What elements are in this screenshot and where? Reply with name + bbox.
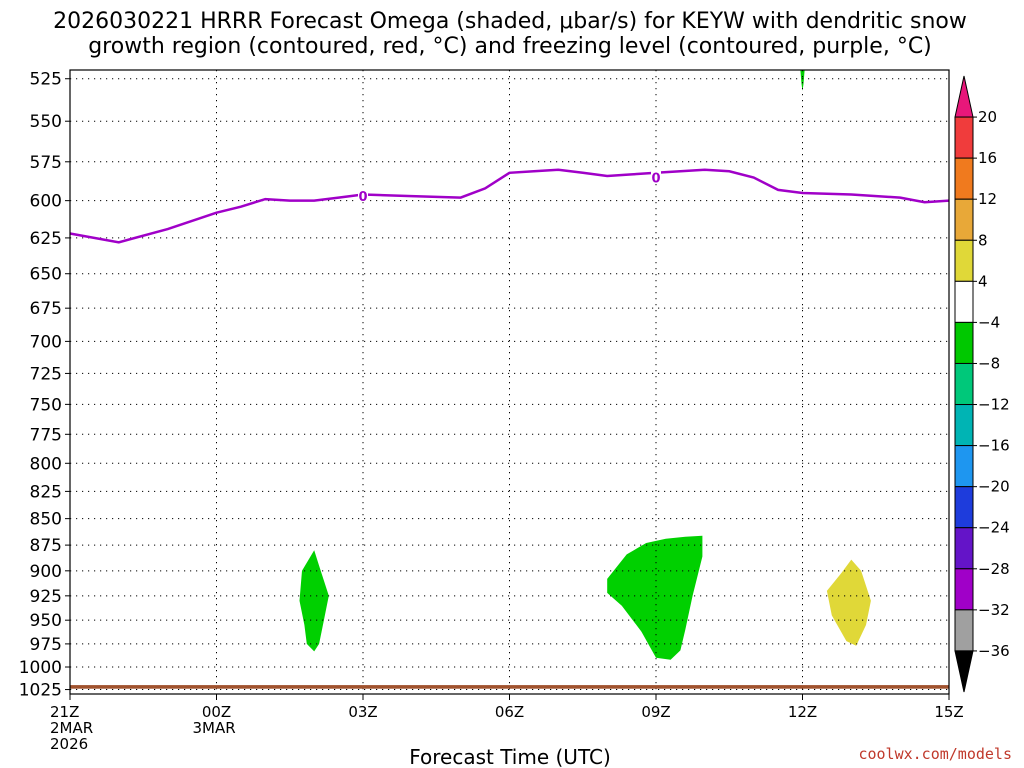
colorbar-label--12: −12 — [978, 396, 1010, 414]
omega-region-green-blob-0230 — [299, 550, 329, 652]
omega-region-green-blob-0900 — [607, 535, 703, 660]
y-tick-label-800: 800 — [30, 454, 62, 474]
colorbar-label--28: −28 — [978, 560, 1010, 578]
freezing-level-contour: 00 — [69, 168, 950, 244]
colorbar-label--20: −20 — [978, 478, 1010, 496]
colorbar-label--16: −16 — [978, 437, 1010, 455]
grid-lines — [69, 70, 950, 694]
colorbar-label--8: −8 — [978, 354, 1000, 372]
colorbar-label-16: 16 — [978, 149, 997, 167]
y-axis: 525 550 575 600 625 650 675 700 725 750 775 800 825 8… — [19, 70, 70, 701]
y-tick-label-750: 750 — [30, 395, 62, 415]
y-tick-label-950: 950 — [30, 611, 62, 631]
colorbar-box-9 — [954, 445, 974, 488]
x-tick-label-09Z-0: 09Z — [641, 703, 670, 721]
colorbar-label--36: −36 — [978, 642, 1010, 660]
freezing-level-label-1: 0 — [651, 172, 660, 187]
x-axis-label: Forecast Time (UTC) — [409, 745, 611, 768]
x-tick-label-12Z-0: 12Z — [788, 703, 817, 721]
y-tick-label-575: 575 — [30, 153, 62, 173]
credit-text: coolwx.com/models — [858, 745, 1012, 763]
colorbar-bottom-triangle — [954, 650, 974, 693]
x-tick-label-21Z-1: 2MAR — [50, 719, 93, 737]
chart-title-line-2: growth region (contoured, red, °C) and f… — [88, 34, 932, 59]
freezing-level-line — [69, 168, 950, 244]
y-tick-label-625: 625 — [30, 229, 62, 249]
y-tick-label-925: 925 — [30, 587, 62, 607]
colorbar-box-13 — [954, 609, 974, 652]
colorbar-box-3 — [954, 198, 974, 241]
y-tick-label-700: 700 — [30, 332, 62, 352]
ground-bar — [70, 685, 949, 689]
y-tick-label-1000: 1000 — [19, 658, 62, 678]
y-tick-label-875: 875 — [30, 536, 62, 556]
colorbar-box-4 — [954, 239, 974, 282]
colorbar-box-12 — [954, 568, 974, 611]
x-tick-label-06Z-0: 06Z — [495, 703, 524, 721]
freezing-level-label-0: 0 — [358, 190, 367, 205]
y-tick-label-550: 550 — [30, 112, 62, 132]
colorbar-box-5 — [954, 280, 974, 323]
omega-colorbar: 20 16 12 8 4 −4 −8 −12 −16 −20 −24 −28 −32 −36 — [954, 75, 1010, 693]
colorbar-label-20: 20 — [978, 108, 997, 126]
x-tick-label-00Z-0: 00Z — [202, 703, 231, 721]
y-tick-label-650: 650 — [30, 265, 62, 285]
x-tick-label-21Z-2: 2026 — [50, 735, 88, 753]
omega-shaded-regions — [299, 70, 871, 660]
colorbar-top-triangle — [954, 75, 974, 118]
x-tick-label-03Z-0: 03Z — [348, 703, 377, 721]
colorbar-label--4: −4 — [978, 313, 1000, 331]
colorbar-label-4: 4 — [978, 272, 988, 290]
colorbar-label-12: 12 — [978, 190, 997, 208]
y-tick-label-1025: 1025 — [19, 681, 62, 701]
x-tick-label-00Z-1: 3MAR — [193, 719, 236, 737]
colorbar-box-2 — [954, 157, 974, 200]
chart-title: 2026030221 HRRR Forecast Omega (shaded, … — [53, 9, 967, 59]
y-tick-label-850: 850 — [30, 510, 62, 530]
y-tick-label-600: 600 — [30, 192, 62, 212]
y-tick-label-825: 825 — [30, 482, 62, 502]
colorbar-label--32: −32 — [978, 601, 1010, 619]
colorbar-box-6 — [954, 321, 974, 364]
y-tick-label-975: 975 — [30, 635, 62, 655]
omega-region-yellow-blob-1300 — [826, 559, 871, 646]
colorbar-box-1 — [954, 116, 974, 159]
colorbar-box-7 — [954, 362, 974, 406]
y-tick-label-725: 725 — [30, 364, 62, 384]
omega-region-green-tip-1200 — [800, 70, 805, 91]
colorbar-label-8: 8 — [978, 231, 988, 249]
y-tick-label-525: 525 — [30, 70, 62, 90]
y-tick-label-675: 675 — [30, 299, 62, 319]
colorbar-box-11 — [954, 527, 974, 570]
x-tick-label-15Z-0: 15Z — [934, 703, 963, 721]
y-tick-label-775: 775 — [30, 425, 62, 445]
chart-title-line-1: 2026030221 HRRR Forecast Omega (shaded, … — [53, 9, 967, 34]
y-tick-label-900: 900 — [30, 562, 62, 582]
colorbar-box-8 — [954, 404, 974, 447]
colorbar-label--24: −24 — [978, 519, 1010, 537]
freezing-level-label-bg-0 — [358, 188, 368, 203]
freezing-level-label-bg-1 — [651, 169, 661, 184]
x-tick-label-21Z-0: 21Z — [50, 703, 79, 721]
ground-terrain — [70, 685, 949, 689]
colorbar-box-10 — [954, 486, 974, 529]
